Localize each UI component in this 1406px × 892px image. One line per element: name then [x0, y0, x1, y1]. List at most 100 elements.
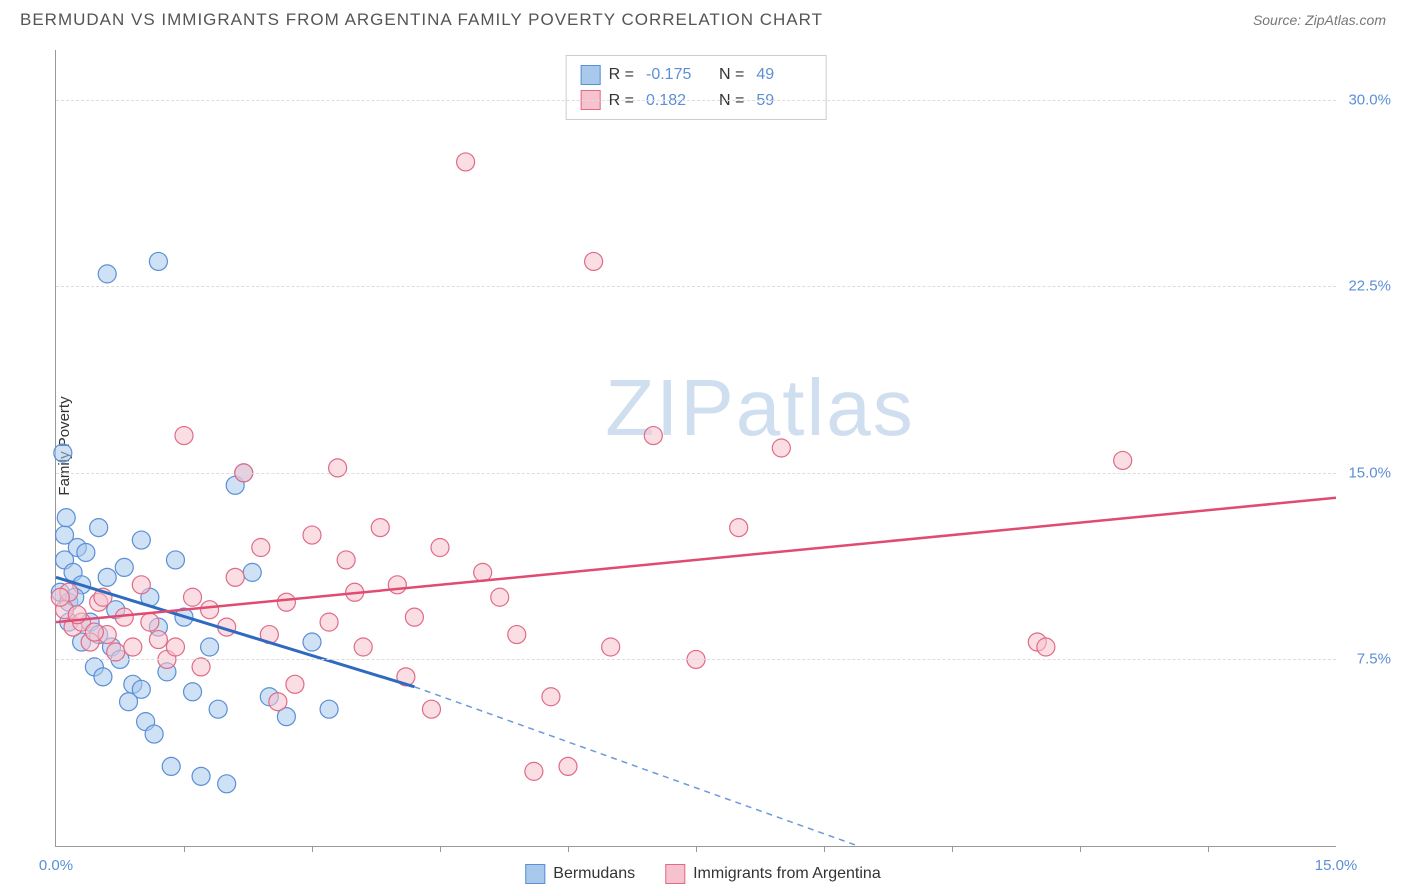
scatter-point: [85, 623, 103, 641]
scatter-point: [90, 519, 108, 537]
x-tick-label: 15.0%: [1315, 857, 1358, 874]
scatter-point: [542, 688, 560, 706]
scatter-point: [132, 680, 150, 698]
scatter-point: [162, 757, 180, 775]
x-tick: [696, 846, 697, 852]
scatter-point: [98, 265, 116, 283]
scatter-point: [124, 638, 142, 656]
scatter-point: [218, 775, 236, 793]
scatter-point: [166, 551, 184, 569]
scatter-point: [585, 252, 603, 270]
scatter-point: [277, 593, 295, 611]
scatter-point: [201, 638, 219, 656]
x-tick: [440, 846, 441, 852]
scatter-point: [559, 757, 577, 775]
scatter-point: [54, 444, 72, 462]
scatter-point: [474, 563, 492, 581]
scatter-point: [303, 526, 321, 544]
scatter-point: [132, 531, 150, 549]
scatter-point: [77, 543, 95, 561]
source-prefix: Source:: [1253, 12, 1305, 28]
scatter-point: [141, 613, 159, 631]
scatter-point: [98, 568, 116, 586]
scatter-point: [1037, 638, 1055, 656]
scatter-point: [269, 693, 287, 711]
legend-r-value: -0.175: [646, 62, 701, 88]
x-tick: [568, 846, 569, 852]
scatter-point: [192, 658, 210, 676]
scatter-point: [644, 427, 662, 445]
scatter-point: [226, 568, 244, 586]
bottom-legend-item: Immigrants from Argentina: [665, 864, 881, 884]
scatter-point: [184, 683, 202, 701]
scatter-point: [107, 643, 125, 661]
x-tick: [824, 846, 825, 852]
y-tick-label: 22.5%: [1348, 278, 1391, 295]
series-label: Bermudans: [553, 865, 635, 883]
scatter-point: [320, 700, 338, 718]
gridline: [56, 659, 1336, 660]
x-tick-label: 0.0%: [39, 857, 73, 874]
scatter-point: [115, 558, 133, 576]
legend-swatch: [581, 65, 601, 85]
gridline: [56, 473, 1336, 474]
y-tick-label: 30.0%: [1348, 91, 1391, 108]
x-tick: [184, 846, 185, 852]
chart-plot-area: ZIPatlas R =-0.175N =49R =0.182N =59 7.5…: [55, 50, 1336, 847]
scatter-point: [192, 767, 210, 785]
legend-row: R = -0.175 N = 49: [581, 62, 812, 88]
scatter-point: [337, 551, 355, 569]
scatter-point: [57, 509, 75, 527]
scatter-point: [184, 588, 202, 606]
series-label: Immigrants from Argentina: [693, 865, 881, 883]
scatter-point: [1114, 451, 1132, 469]
legend-n-label: N =: [719, 62, 744, 88]
scatter-point: [149, 631, 167, 649]
scatter-point: [422, 700, 440, 718]
x-tick: [952, 846, 953, 852]
scatter-point: [320, 613, 338, 631]
chart-title: BERMUDAN VS IMMIGRANTS FROM ARGENTINA FA…: [20, 10, 823, 30]
scatter-point: [51, 588, 69, 606]
scatter-plot-svg: [56, 50, 1336, 846]
gridline: [56, 100, 1336, 101]
bottom-legend-item: Bermudans: [525, 864, 635, 884]
scatter-point: [329, 459, 347, 477]
scatter-point: [201, 601, 219, 619]
gridline: [56, 286, 1336, 287]
scatter-point: [525, 762, 543, 780]
scatter-point: [209, 700, 227, 718]
scatter-point: [508, 626, 526, 644]
source-name: ZipAtlas.com: [1305, 12, 1386, 28]
x-tick: [312, 846, 313, 852]
scatter-point: [388, 576, 406, 594]
scatter-point: [252, 539, 270, 557]
correlation-legend: R =-0.175N =49R =0.182N =59: [566, 55, 827, 120]
series-legend: Bermudans Immigrants from Argentina: [525, 864, 880, 884]
scatter-point: [145, 725, 163, 743]
scatter-point: [602, 638, 620, 656]
trend-line: [56, 498, 1336, 622]
y-tick-label: 7.5%: [1357, 651, 1391, 668]
scatter-point: [149, 252, 167, 270]
legend-swatch: [525, 864, 545, 884]
scatter-point: [175, 427, 193, 445]
legend-n-value: 49: [756, 62, 811, 88]
scatter-point: [286, 675, 304, 693]
y-tick-label: 15.0%: [1348, 464, 1391, 481]
x-tick: [1080, 846, 1081, 852]
scatter-point: [94, 668, 112, 686]
scatter-point: [132, 576, 150, 594]
legend-swatch: [665, 864, 685, 884]
scatter-point: [772, 439, 790, 457]
scatter-point: [730, 519, 748, 537]
scatter-point: [303, 633, 321, 651]
scatter-point: [243, 563, 261, 581]
chart-header: BERMUDAN VS IMMIGRANTS FROM ARGENTINA FA…: [0, 0, 1406, 35]
trend-line-dashed: [414, 687, 858, 846]
x-tick: [1208, 846, 1209, 852]
legend-r-label: R =: [609, 62, 634, 88]
scatter-point: [405, 608, 423, 626]
scatter-point: [457, 153, 475, 171]
source-attribution: Source: ZipAtlas.com: [1253, 12, 1386, 28]
